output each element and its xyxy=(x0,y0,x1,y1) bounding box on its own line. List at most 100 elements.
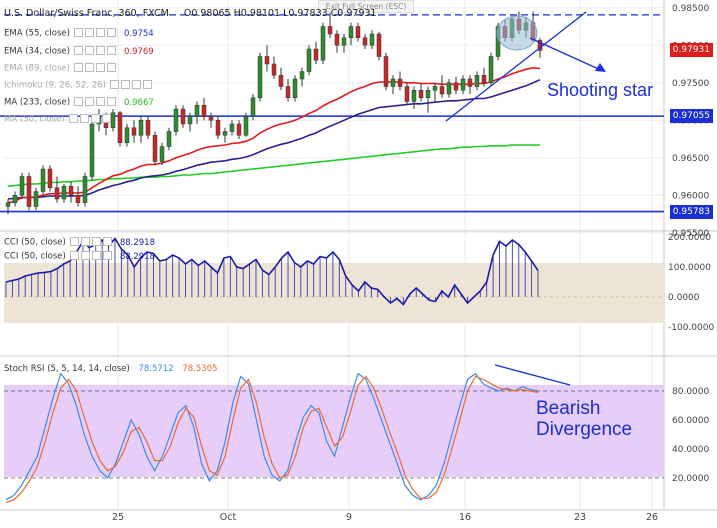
candle-body xyxy=(383,56,389,87)
candle-body xyxy=(75,195,81,203)
candle-body xyxy=(82,176,88,203)
x-tick-label: 26 xyxy=(646,512,658,523)
candle-body xyxy=(264,56,270,65)
legend-controls[interactable] xyxy=(74,96,118,108)
candle-body xyxy=(68,186,74,196)
legend-row[interactable]: MA (50, close) xyxy=(4,113,119,125)
candle-body xyxy=(320,26,326,61)
legend-row[interactable]: MA (233, close) 0.9667 xyxy=(4,96,154,108)
stoch-d-line xyxy=(5,375,539,504)
candle-body xyxy=(5,202,11,207)
stoch-legend: Stoch RSI (5, 5, 14, 14, close) 78.5712 … xyxy=(4,363,218,375)
candle-body xyxy=(376,33,382,57)
legend-label: MA (50, close) xyxy=(4,114,65,125)
candle-body xyxy=(173,108,179,132)
candle-body xyxy=(313,48,319,61)
shooting-star-arrowhead xyxy=(595,63,606,72)
stoch-d-value: 78.5305 xyxy=(182,364,218,374)
price-tick-label: 0.97500 xyxy=(672,79,709,89)
cci-band xyxy=(4,263,664,323)
cci-legend-row[interactable]: CCI (50, close) 88.2918 xyxy=(4,250,155,262)
price-box-label: 0.97055 xyxy=(669,109,713,124)
legend-label: EMA (55, close) xyxy=(4,28,70,39)
candle-body xyxy=(537,40,543,51)
x-tick-label: 25 xyxy=(112,512,124,523)
x-tick-label: Oct xyxy=(220,512,237,523)
x-tick-label: 9 xyxy=(346,512,352,523)
stoch-tick-label: 80.0000 xyxy=(672,387,709,397)
price-tick-label: 0.96500 xyxy=(672,154,709,164)
candle-body xyxy=(327,26,333,35)
candle-body xyxy=(187,116,193,125)
candle-body xyxy=(152,135,158,162)
cci-tick-label: 200.0000 xyxy=(668,233,711,243)
stoch-series xyxy=(4,372,664,504)
candle-body xyxy=(89,123,95,177)
legend-value: 0.9667 xyxy=(124,97,154,108)
chart-title: U.S. Dollar/Swiss Franc, 360, FXCM O0.98… xyxy=(4,8,377,19)
stoch-tick-label: 60.0000 xyxy=(672,416,709,426)
divergence-annotation: Divergence xyxy=(536,419,633,440)
candle-body xyxy=(278,75,284,87)
price-tick-label: 0.95500 xyxy=(672,229,709,239)
candle-body xyxy=(243,116,249,136)
candle-body xyxy=(40,168,46,192)
stoch-k-value: 78.5712 xyxy=(138,364,174,374)
price-box-label: 0.95783 xyxy=(669,204,713,219)
candle-body xyxy=(47,168,53,188)
candle-body xyxy=(236,123,242,136)
candle-body xyxy=(397,78,403,87)
x-tick-label: 23 xyxy=(574,512,586,523)
candle-body xyxy=(467,78,473,87)
stoch-k-line xyxy=(5,372,539,501)
candle-body xyxy=(292,78,298,98)
legend-value: 0.9769 xyxy=(123,46,154,57)
candle-body xyxy=(19,176,25,196)
candle-body xyxy=(201,105,207,117)
cci-legend-value: 88.2918 xyxy=(119,237,155,248)
legend-row[interactable]: EMA (34, close) 0.9769 xyxy=(4,45,154,57)
candle-body xyxy=(369,33,375,46)
candle-body xyxy=(390,78,396,87)
candle-body xyxy=(341,37,347,46)
legend-controls[interactable] xyxy=(68,113,113,125)
exit-fullscreen-button[interactable]: Exit Full Screen (ESC) xyxy=(318,0,414,13)
ema55-line xyxy=(7,78,541,200)
cci-legend-row[interactable]: CCI (50, close) 88.2918 xyxy=(4,236,155,248)
cci-legend-label: CCI (50, close) xyxy=(4,251,66,262)
price-box-label: 0.97931 xyxy=(669,43,713,58)
legend-controls[interactable] xyxy=(109,79,154,91)
legend-row[interactable]: Ichimoku (9, 26, 52, 26) xyxy=(4,79,160,91)
legend-controls[interactable] xyxy=(73,62,118,74)
candles xyxy=(5,7,543,214)
candle-body xyxy=(229,123,235,132)
legend-controls[interactable] xyxy=(69,236,114,248)
ohlc-values: O0.98065 H0.98101 L0.97833 C0.97931 xyxy=(183,8,377,19)
candle-body xyxy=(124,127,130,143)
legend-label: MA (233, close) xyxy=(4,97,71,108)
candle-body xyxy=(488,56,494,83)
candle-body xyxy=(61,186,67,200)
candle-body xyxy=(306,48,312,72)
cci-tick-label: 0.0000 xyxy=(668,293,700,303)
legend-controls[interactable] xyxy=(73,45,118,57)
cci-series xyxy=(4,237,664,306)
cci-legend-label: CCI (50, close) xyxy=(4,237,66,248)
candle-body xyxy=(439,86,445,95)
candle-body xyxy=(180,108,186,125)
hlines xyxy=(0,14,664,213)
moving-averages xyxy=(7,66,541,204)
candle-body xyxy=(257,56,263,98)
legend-controls[interactable] xyxy=(73,27,118,39)
stoch-label: Stoch RSI (5, 5, 14, 14, close) xyxy=(4,364,130,374)
legend-controls[interactable] xyxy=(69,250,114,262)
candle-body xyxy=(138,120,144,136)
candle-body xyxy=(404,86,410,102)
legend-row[interactable]: EMA (55, close) 0.9754 xyxy=(4,27,154,39)
ma233-line xyxy=(7,144,540,187)
candle-body xyxy=(460,78,466,91)
legend-label: Ichimoku (9, 26, 52, 26) xyxy=(4,80,106,91)
legend-row[interactable]: EMA (89, close) xyxy=(4,62,124,74)
candle-body xyxy=(12,195,18,203)
